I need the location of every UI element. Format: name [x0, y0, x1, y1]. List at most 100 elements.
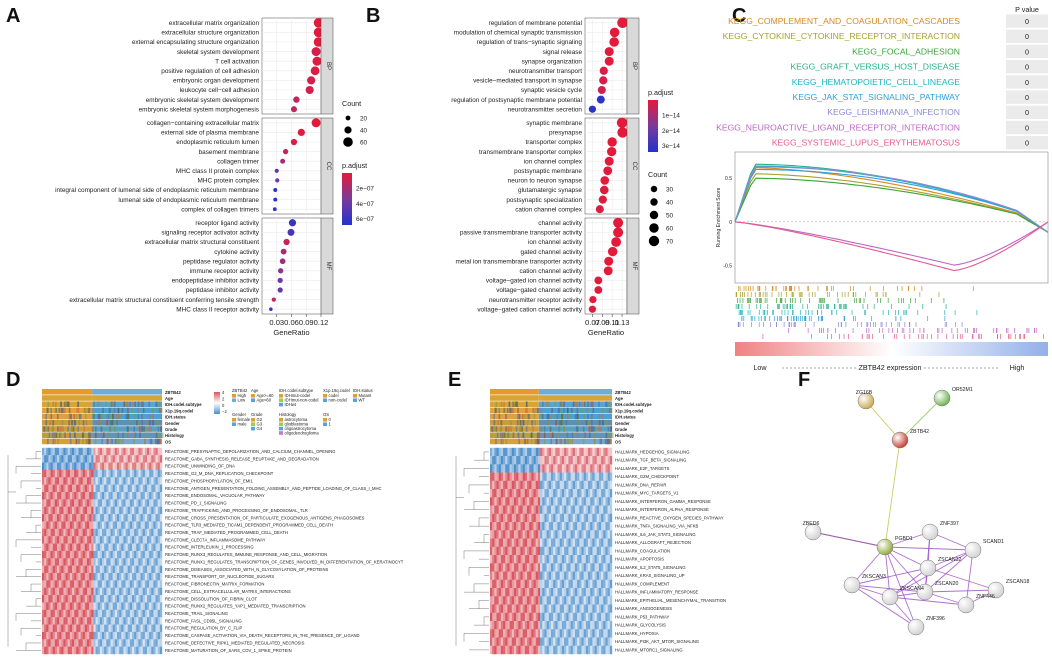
- heat-cell: [69, 580, 73, 588]
- heat-cell: [127, 491, 131, 500]
- heat-cell: [511, 645, 515, 655]
- heat-cell: [516, 497, 519, 506]
- heat-cell: [490, 612, 493, 622]
- heat-cell: [57, 602, 60, 611]
- heat-cell: [516, 456, 519, 465]
- heat-cell: [82, 602, 86, 611]
- heat-cell: [63, 639, 66, 647]
- heat-cell: [134, 587, 137, 596]
- heat-cell: [551, 621, 554, 630]
- heat-cell: [503, 637, 506, 646]
- annotation-speck: [117, 438, 120, 445]
- heat-cell: [142, 528, 146, 537]
- heat-cell: [78, 469, 81, 478]
- heat-cell: [561, 629, 565, 638]
- heat-cell: [84, 462, 88, 471]
- legend-swatch: [232, 398, 236, 402]
- heat-cell: [106, 558, 109, 566]
- heat-cell: [581, 596, 584, 605]
- heat-cell: [155, 499, 158, 507]
- heat-cell: [553, 604, 556, 613]
- dot: [290, 138, 298, 146]
- network-node: [876, 538, 894, 556]
- heat-cell: [533, 456, 536, 465]
- heat-cell: [557, 596, 560, 605]
- heat-cell: [559, 637, 563, 646]
- heat-cell: [112, 550, 116, 559]
- heat-cell: [93, 595, 96, 603]
- heat-cell: [114, 550, 118, 559]
- annotation-cell: [538, 395, 612, 401]
- heat-cell: [69, 506, 73, 515]
- heat-cell: [527, 530, 530, 539]
- heat-cell: [566, 645, 569, 655]
- annotation-cell: [490, 420, 539, 426]
- heat-cell: [561, 596, 565, 605]
- heat-cell: [581, 637, 584, 646]
- heat-cell: [527, 497, 530, 506]
- annotation-speck: [79, 413, 82, 420]
- heat-cell: [153, 499, 156, 507]
- heat-cell: [605, 645, 608, 655]
- heat-cell: [509, 489, 512, 498]
- heat-cell: [112, 536, 116, 544]
- heat-cell: [590, 637, 593, 646]
- heat-cell: [561, 563, 565, 572]
- heat-cell: [129, 595, 133, 603]
- heat-cell: [93, 447, 96, 456]
- annotation-cell: [490, 438, 539, 445]
- heat-cell: [559, 555, 563, 564]
- heat-cell: [603, 472, 606, 481]
- heat-cell: [153, 595, 156, 603]
- heat-cell: [581, 571, 584, 580]
- annotation-label: Gender: [165, 421, 180, 426]
- legend-swatch: [232, 422, 236, 426]
- heat-cell: [159, 602, 163, 611]
- row-label: HALLMARK_EPITHELIAL_MESENCHYMAL_TRANSITI…: [615, 598, 726, 603]
- heat-cell: [142, 506, 146, 515]
- heat-cell: [104, 543, 107, 552]
- heat-cell: [99, 499, 103, 507]
- heat-cell: [533, 480, 536, 490]
- facet-strip-label: CC: [325, 162, 331, 171]
- heat-cell: [59, 646, 62, 655]
- heat-cell: [592, 563, 595, 572]
- heat-cell: [144, 462, 148, 471]
- heat-cell: [61, 550, 64, 559]
- heat-cell: [136, 447, 139, 456]
- term-label: lumenal side of endoplasmic reticulum me…: [118, 197, 259, 204]
- heat-cell: [121, 587, 124, 596]
- heat-cell: [572, 612, 576, 622]
- heat-cell: [535, 563, 539, 572]
- heat-cell: [531, 456, 534, 465]
- pvalue-cell: [1006, 44, 1048, 59]
- gsea-term-label: KEGG_FOCAL_ADHESION: [852, 46, 960, 56]
- heat-cell: [511, 579, 515, 589]
- heat-cell: [513, 604, 517, 613]
- heat-cell: [46, 572, 49, 581]
- annotation-cell: [538, 426, 612, 432]
- heat-cell: [500, 497, 504, 506]
- heat-cell: [537, 629, 541, 638]
- heat-cell: [149, 491, 152, 500]
- heat-cell: [65, 469, 68, 478]
- heat-cell: [80, 469, 83, 478]
- x-tick-label: 0.09: [595, 318, 610, 327]
- heat-cell: [546, 472, 550, 481]
- heat-cell: [598, 596, 602, 605]
- heat-cell: [577, 546, 580, 556]
- heat-cell: [140, 491, 143, 500]
- annotation-speck: [157, 426, 160, 432]
- heat-cell: [557, 472, 560, 481]
- heat-cell: [520, 579, 523, 589]
- heat-cell: [555, 596, 558, 605]
- heat-cell: [136, 617, 139, 625]
- heat-cell: [537, 472, 541, 481]
- heat-cell: [106, 602, 109, 611]
- heat-cell: [76, 587, 79, 596]
- heat-cell: [609, 588, 613, 597]
- heat-cell: [157, 572, 161, 581]
- heat-cell: [136, 462, 139, 471]
- heat-cell: [590, 596, 593, 605]
- heat-cell: [513, 546, 517, 556]
